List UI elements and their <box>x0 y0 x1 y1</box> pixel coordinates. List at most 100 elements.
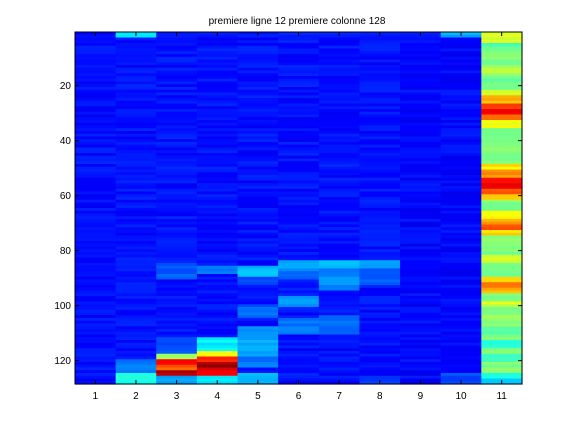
heatmap-cell <box>400 304 442 308</box>
heatmap-cell <box>318 133 361 138</box>
heatmap-cell <box>400 76 442 80</box>
heatmap-cell <box>115 356 157 360</box>
heatmap-cell <box>400 230 442 234</box>
heatmap-cell <box>237 287 279 292</box>
heatmap-cell <box>115 78 157 83</box>
heatmap-cell <box>318 312 361 316</box>
heatmap-cell <box>156 62 198 66</box>
heatmap-cell <box>318 164 361 168</box>
heatmap-cell <box>481 48 523 52</box>
heatmap-cell <box>359 161 401 165</box>
heatmap-cell <box>278 312 320 316</box>
heatmap-cell <box>196 95 239 99</box>
heatmap-cell <box>400 367 442 371</box>
heatmap-cell <box>237 202 279 206</box>
heatmap-cell <box>318 323 361 327</box>
heatmap-cell <box>75 136 117 140</box>
heatmap-cell <box>440 364 482 369</box>
heatmap-cell <box>440 48 482 52</box>
heatmap-cell <box>237 279 279 283</box>
heatmap-cell <box>156 111 198 116</box>
heatmap-cell <box>156 370 198 374</box>
heatmap-cell <box>237 309 279 314</box>
heatmap-cell <box>75 356 117 360</box>
heatmap-cell <box>440 98 482 102</box>
heatmap-cell <box>400 293 442 297</box>
heatmap-cell <box>156 54 198 58</box>
heatmap-cell <box>115 43 157 47</box>
heatmap-cell <box>156 337 198 341</box>
heatmap-cell <box>400 265 442 270</box>
heatmap-cell <box>318 95 361 99</box>
heatmap-cell <box>156 205 198 209</box>
heatmap-cell <box>237 241 279 245</box>
x-tick-label: 2 <box>133 391 139 402</box>
heatmap-cell <box>75 194 117 198</box>
heatmap-cell <box>156 356 198 360</box>
heatmap-cell <box>156 287 198 292</box>
heatmap-cell <box>278 125 320 129</box>
heatmap-cell <box>481 205 523 209</box>
heatmap-cell <box>318 216 361 220</box>
heatmap-cell <box>237 172 279 176</box>
heatmap-cell <box>440 296 482 300</box>
heatmap-cell <box>75 326 117 330</box>
heatmap-cell <box>115 169 157 173</box>
heatmap-cell <box>318 370 361 374</box>
heatmap-cell <box>196 84 239 88</box>
heatmap-cell <box>400 161 442 165</box>
heatmap-cell <box>196 375 239 380</box>
heatmap-cell <box>196 356 239 360</box>
heatmap-cell <box>115 307 157 311</box>
heatmap-cell <box>75 128 117 132</box>
heatmap-cell <box>359 279 401 283</box>
heatmap-cell <box>75 323 117 327</box>
heatmap-cell <box>359 136 401 140</box>
heatmap-cell <box>156 155 198 160</box>
heatmap-cell <box>75 285 117 289</box>
heatmap-cell <box>156 136 198 140</box>
heatmap-cell <box>237 274 279 278</box>
heatmap-cell <box>156 120 198 124</box>
heatmap-cell <box>318 172 361 176</box>
heatmap-cell <box>440 304 482 308</box>
heatmap-cell <box>237 219 279 223</box>
heatmap-cell <box>359 34 401 39</box>
heatmap-cell <box>400 320 442 325</box>
heatmap-cell <box>440 34 482 39</box>
heatmap-cell <box>359 158 401 162</box>
heatmap-cell <box>115 172 157 176</box>
heatmap-cell <box>440 164 482 168</box>
heatmap-cell <box>237 103 279 107</box>
heatmap-cell <box>440 227 482 231</box>
heatmap-cell <box>278 210 320 215</box>
heatmap-cell <box>481 136 523 140</box>
heatmap-cell <box>115 62 157 66</box>
heatmap-cell <box>440 78 482 83</box>
heatmap-cell <box>115 186 157 190</box>
heatmap-cell <box>359 155 401 160</box>
heatmap-cell <box>156 312 198 316</box>
heatmap-cell <box>75 177 117 182</box>
heatmap-cell <box>481 175 523 179</box>
heatmap-cell <box>75 263 117 267</box>
heatmap-cell <box>481 282 523 286</box>
heatmap-cell <box>75 241 117 245</box>
heatmap-cell <box>481 103 523 107</box>
heatmap-cell <box>156 169 198 173</box>
heatmap-cell <box>359 301 401 305</box>
heatmap-cell <box>115 318 157 322</box>
heatmap-cell <box>237 235 279 239</box>
heatmap-cell <box>481 125 523 129</box>
heatmap-cell <box>196 315 239 319</box>
heatmap-cell <box>318 326 361 330</box>
heatmap-cell <box>481 172 523 176</box>
heatmap-cell <box>237 142 279 146</box>
heatmap-cell <box>359 62 401 66</box>
heatmap-cell <box>196 164 239 168</box>
heatmap-cell <box>156 309 198 314</box>
heatmap-cell <box>75 296 117 300</box>
heatmap-cell <box>237 183 279 187</box>
heatmap-cell <box>196 139 239 143</box>
heatmap-cell <box>400 241 442 245</box>
